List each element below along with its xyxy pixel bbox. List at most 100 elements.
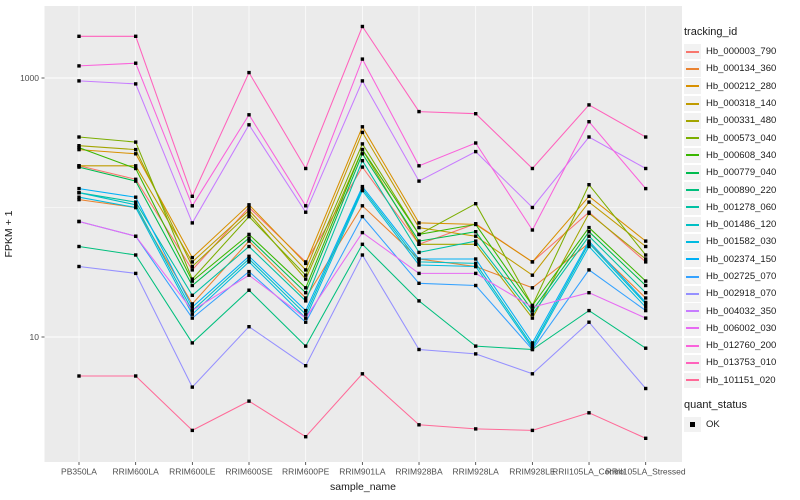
line-swatch bbox=[684, 199, 701, 216]
legend-item-label: Hb_001486_120 bbox=[706, 219, 777, 231]
line-swatch bbox=[684, 337, 701, 354]
data-point bbox=[190, 316, 194, 320]
data-point bbox=[587, 239, 591, 243]
data-point bbox=[474, 427, 478, 431]
data-point bbox=[134, 253, 138, 257]
data-point bbox=[134, 147, 138, 152]
data-point bbox=[417, 423, 421, 427]
data-point bbox=[587, 241, 591, 245]
data-point bbox=[474, 234, 478, 238]
data-point bbox=[644, 239, 648, 243]
data-point bbox=[190, 255, 194, 260]
series-color-icon bbox=[686, 223, 699, 226]
data-point bbox=[644, 244, 648, 249]
data-point bbox=[247, 325, 251, 329]
data-point bbox=[77, 186, 81, 191]
x-tick-label: RRIM928LE bbox=[509, 467, 556, 477]
data-point bbox=[304, 364, 308, 368]
x-axis-title: sample_name bbox=[330, 481, 396, 493]
legend-item-Hb_001278_060: Hb_001278_060 bbox=[684, 199, 796, 216]
line-swatch bbox=[684, 355, 701, 371]
data-point bbox=[190, 277, 194, 281]
legend-item-Hb_013753_010: Hb_013753_010 bbox=[684, 354, 796, 371]
series-color-icon bbox=[686, 240, 699, 243]
legend-item-Hb_002725_070: Hb_002725_070 bbox=[684, 268, 796, 285]
data-point bbox=[134, 200, 138, 204]
tracking-id-legend-title: tracking_id bbox=[684, 26, 738, 38]
data-point bbox=[644, 253, 648, 257]
legend-item-Hb_006002_030: Hb_006002_030 bbox=[684, 320, 796, 337]
data-point bbox=[587, 291, 591, 295]
data-point bbox=[304, 210, 308, 214]
data-point bbox=[360, 230, 365, 235]
legend-item-Hb_101151_020: Hb_101151_020 bbox=[684, 372, 796, 389]
line-swatch bbox=[684, 182, 701, 198]
data-point bbox=[190, 385, 194, 389]
data-point bbox=[644, 386, 648, 391]
data-point bbox=[77, 64, 81, 68]
data-point bbox=[77, 34, 81, 38]
data-point bbox=[360, 125, 365, 129]
data-point bbox=[644, 436, 648, 440]
x-tick-label: PB350LA bbox=[61, 467, 97, 477]
data-point bbox=[134, 203, 138, 207]
data-point bbox=[474, 239, 478, 243]
line-swatch bbox=[684, 78, 701, 94]
data-point bbox=[77, 79, 81, 83]
x-tick-label: RRIM928BA bbox=[395, 467, 443, 477]
legend-item-label: OK bbox=[706, 419, 720, 431]
data-point bbox=[417, 109, 421, 114]
series-color-icon bbox=[686, 102, 699, 105]
data-point bbox=[190, 305, 194, 309]
data-point bbox=[587, 120, 591, 124]
data-point bbox=[417, 347, 421, 352]
data-point bbox=[474, 271, 478, 276]
legend-item-Hb_001486_120: Hb_001486_120 bbox=[684, 216, 796, 233]
data-point bbox=[360, 204, 365, 208]
data-point bbox=[530, 308, 535, 313]
line-swatch bbox=[684, 372, 701, 389]
data-point bbox=[247, 214, 251, 219]
series-color-icon bbox=[686, 206, 699, 209]
data-point bbox=[644, 305, 648, 309]
data-point bbox=[474, 261, 478, 266]
legend-item-Hb_002918_070: Hb_002918_070 bbox=[684, 285, 796, 302]
data-point bbox=[77, 264, 81, 269]
legend-item-label: Hb_000573_040 bbox=[706, 132, 777, 144]
series-color-icon bbox=[686, 85, 699, 88]
data-point bbox=[247, 236, 251, 240]
data-point bbox=[530, 205, 535, 210]
data-point bbox=[77, 374, 81, 378]
line-swatch bbox=[684, 320, 701, 337]
data-point bbox=[247, 273, 251, 277]
legend-item-label: Hb_000134_360 bbox=[706, 63, 777, 75]
x-tick-label: RRIM928LA bbox=[453, 467, 500, 477]
series-color-icon bbox=[686, 292, 699, 295]
legend-item-Hb_000003_790: Hb_000003_790 bbox=[684, 43, 796, 60]
data-point bbox=[247, 70, 251, 75]
quant-status-legend: quant_status OK bbox=[684, 399, 796, 433]
data-point bbox=[474, 141, 478, 145]
data-point bbox=[644, 308, 648, 313]
legend-item-label: Hb_000212_280 bbox=[706, 80, 777, 92]
data-point bbox=[190, 194, 194, 198]
series-color-icon bbox=[686, 154, 699, 157]
data-point bbox=[304, 268, 308, 272]
series-color-icon bbox=[686, 361, 699, 364]
quant-status-legend-title: quant_status bbox=[684, 398, 747, 411]
data-point bbox=[530, 312, 535, 316]
data-point bbox=[190, 312, 194, 316]
legend-item-label: Hb_006002_030 bbox=[706, 322, 777, 334]
legend-item-Hb_001582_030: Hb_001582_030 bbox=[684, 233, 796, 250]
data-point bbox=[360, 253, 365, 257]
y-axis-tick-labels: 1000 10 bbox=[20, 73, 39, 342]
data-point bbox=[190, 302, 194, 306]
data-point bbox=[190, 283, 194, 288]
x-tick-label: RRIM600LE bbox=[169, 467, 216, 477]
data-point bbox=[474, 257, 478, 261]
series-color-icon bbox=[686, 171, 699, 174]
data-point bbox=[417, 221, 421, 225]
data-point bbox=[360, 184, 365, 189]
y-axis-title: FPKM + 1 bbox=[3, 210, 15, 257]
